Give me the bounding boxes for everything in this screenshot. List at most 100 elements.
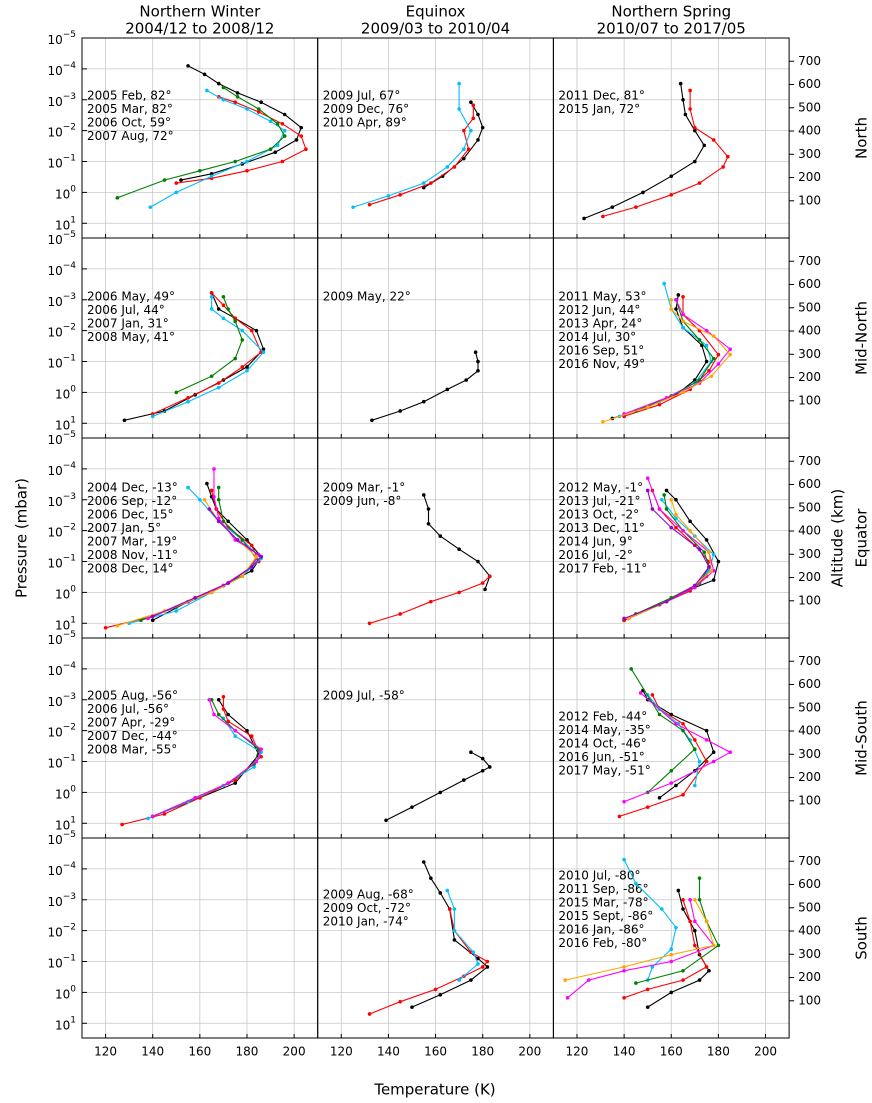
y2-tick-label: 400 <box>798 324 821 338</box>
profile-line <box>635 494 710 615</box>
profile-point <box>662 493 666 497</box>
row-label: North <box>853 117 871 159</box>
profile-point <box>469 978 473 982</box>
profile-line <box>369 575 491 624</box>
profile-point <box>582 216 586 221</box>
profile-point <box>221 303 226 307</box>
y2-tick-label: 200 <box>798 770 821 784</box>
profile-point <box>202 497 207 502</box>
profile-point <box>674 516 678 521</box>
panel: 2009 Jul, 67°2009 Dec, 76°2010 Apr, 89° <box>317 37 554 239</box>
profile-point <box>480 965 485 969</box>
legend-entry: 2006 Dec, 15° <box>87 508 173 522</box>
profile-point <box>235 538 240 542</box>
profile-point <box>254 328 259 333</box>
profile-point <box>707 969 711 973</box>
legend-entry: 2012 Jun, 44° <box>558 303 640 317</box>
profile-point <box>669 781 674 785</box>
profile-point <box>233 781 238 785</box>
profile-line <box>583 83 705 220</box>
profile-point <box>711 578 716 582</box>
profile-point <box>226 712 230 717</box>
profile-point <box>259 754 263 759</box>
profile-point <box>650 507 655 511</box>
profile-point <box>473 350 478 355</box>
profile-point <box>697 978 702 982</box>
profile-point <box>240 328 245 333</box>
y-tick-exponent: −2 <box>63 122 76 132</box>
profile-point <box>240 365 245 369</box>
profile-line <box>623 299 731 415</box>
legend-entry: 2016 Sep, 51° <box>558 344 644 358</box>
profile-point <box>398 612 402 616</box>
profile-point <box>294 138 299 142</box>
y-tick-label: 10−1 <box>47 553 76 570</box>
y-tick-label: 10−4 <box>47 460 76 477</box>
profile-point <box>426 521 431 526</box>
profile-point <box>674 925 678 930</box>
profile-point <box>212 467 216 471</box>
profile-point <box>146 816 150 821</box>
profile-point <box>586 978 591 982</box>
y2-tick-label: 700 <box>798 254 821 268</box>
y-tick-exponent: −5 <box>63 830 76 840</box>
profile-line <box>124 292 265 421</box>
y-tick-base: 10 <box>47 433 62 447</box>
profile-point <box>438 891 443 895</box>
y2-tick-label: 500 <box>798 900 821 914</box>
y-tick-label: 101 <box>55 215 76 232</box>
y-tick-exponent: −3 <box>63 91 76 101</box>
profile-point <box>268 147 273 152</box>
profile-point <box>426 507 431 511</box>
y-tick-exponent: −2 <box>63 522 76 532</box>
y-tick-base: 10 <box>47 756 62 770</box>
profile-point <box>186 64 190 68</box>
profile-point <box>693 583 697 588</box>
profile-point <box>674 497 678 502</box>
y-tick-label: 100 <box>55 184 76 201</box>
y-tick-label: 10−2 <box>47 122 76 139</box>
profile-line <box>635 878 720 984</box>
profile-point <box>256 110 261 114</box>
profile-point <box>674 525 678 530</box>
profile-point <box>634 981 638 985</box>
y-tick-label: 10−3 <box>47 691 76 708</box>
profile-point <box>711 750 716 755</box>
profile-point <box>645 805 650 809</box>
y2-tick-label: 700 <box>798 654 821 668</box>
profile-point <box>707 565 711 569</box>
legend-entry: 2015 Sept, -86° <box>558 909 653 923</box>
profile-point <box>688 88 692 93</box>
y-tick-label: 101 <box>55 615 76 632</box>
profile-point <box>367 202 372 207</box>
profile-point <box>370 418 374 423</box>
profile-point <box>150 814 155 819</box>
y-tick-exponent: −4 <box>63 860 77 870</box>
y-tick-exponent: 0 <box>70 384 76 394</box>
y-tick-exponent: 1 <box>70 615 76 625</box>
y-tick-exponent: −2 <box>63 322 76 332</box>
profile-point <box>480 581 485 585</box>
profile-point <box>707 369 711 373</box>
profile-point <box>421 860 426 864</box>
profile-point <box>421 181 426 185</box>
x-tick-label: 200 <box>283 1045 306 1059</box>
profile-point <box>452 165 457 169</box>
legend-entry: 2009 Mar, -1° <box>323 481 406 495</box>
profile-point <box>174 390 179 395</box>
profile-point <box>198 497 202 502</box>
profile-point <box>669 297 674 302</box>
y-tick-label: 10−2 <box>47 722 76 739</box>
profile-point <box>179 178 183 182</box>
y-tick-base: 10 <box>47 894 62 908</box>
profile-point <box>681 793 685 797</box>
profile-point <box>221 294 226 299</box>
y-tick-label: 10−1 <box>47 153 76 170</box>
profile-point <box>622 969 626 973</box>
profile-line <box>385 751 491 821</box>
y2-tick-label: 600 <box>798 877 821 891</box>
profile-point <box>657 402 662 407</box>
